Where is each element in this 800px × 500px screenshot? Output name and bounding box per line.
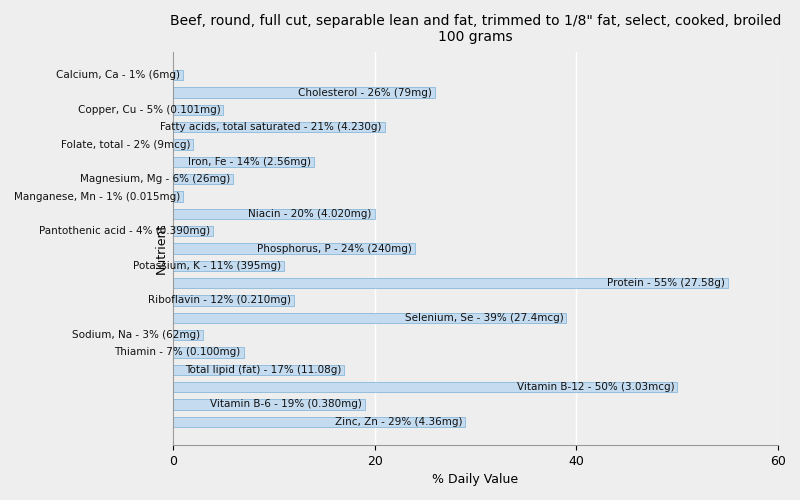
Text: Pantothenic acid - 4% (0.390mg): Pantothenic acid - 4% (0.390mg) <box>39 226 210 236</box>
Text: Sodium, Na - 3% (62mg): Sodium, Na - 3% (62mg) <box>72 330 200 340</box>
X-axis label: % Daily Value: % Daily Value <box>433 473 518 486</box>
Text: Selenium, Se - 39% (27.4mcg): Selenium, Se - 39% (27.4mcg) <box>405 313 563 323</box>
Bar <box>173 296 294 306</box>
Text: Niacin - 20% (4.020mg): Niacin - 20% (4.020mg) <box>248 209 372 219</box>
Text: Cholesterol - 26% (79mg): Cholesterol - 26% (79mg) <box>298 88 432 98</box>
Bar <box>173 364 344 375</box>
Bar <box>173 260 284 271</box>
Text: Thiamin - 7% (0.100mg): Thiamin - 7% (0.100mg) <box>114 348 241 358</box>
Text: Fatty acids, total saturated - 21% (4.230g): Fatty acids, total saturated - 21% (4.23… <box>160 122 382 132</box>
Bar <box>173 226 214 236</box>
Bar <box>173 104 223 115</box>
Text: Zinc, Zn - 29% (4.36mg): Zinc, Zn - 29% (4.36mg) <box>335 417 462 427</box>
Text: Total lipid (fat) - 17% (11.08g): Total lipid (fat) - 17% (11.08g) <box>185 365 342 375</box>
Bar <box>173 70 183 80</box>
Bar <box>173 208 374 219</box>
Bar <box>173 140 193 150</box>
Bar <box>173 382 678 392</box>
Bar <box>173 312 566 323</box>
Bar <box>173 122 385 132</box>
Bar <box>173 244 415 254</box>
Text: Calcium, Ca - 1% (6mg): Calcium, Ca - 1% (6mg) <box>56 70 180 80</box>
Bar <box>173 348 243 358</box>
Text: Manganese, Mn - 1% (0.015mg): Manganese, Mn - 1% (0.015mg) <box>14 192 180 202</box>
Bar <box>173 400 365 409</box>
Bar <box>173 174 234 184</box>
Text: Riboflavin - 12% (0.210mg): Riboflavin - 12% (0.210mg) <box>148 296 291 306</box>
Text: Folate, total - 2% (9mcg): Folate, total - 2% (9mcg) <box>61 140 190 149</box>
Y-axis label: Nutrient: Nutrient <box>154 223 167 274</box>
Bar <box>173 156 314 167</box>
Bar <box>173 278 728 288</box>
Title: Beef, round, full cut, separable lean and fat, trimmed to 1/8" fat, select, cook: Beef, round, full cut, separable lean an… <box>170 14 782 44</box>
Text: Vitamin B-12 - 50% (3.03mcg): Vitamin B-12 - 50% (3.03mcg) <box>517 382 674 392</box>
Text: Phosphorus, P - 24% (240mg): Phosphorus, P - 24% (240mg) <box>257 244 412 254</box>
Bar <box>173 192 183 202</box>
Bar <box>173 416 466 427</box>
Bar <box>173 330 203 340</box>
Text: Potassium, K - 11% (395mg): Potassium, K - 11% (395mg) <box>133 261 281 271</box>
Bar <box>173 88 435 98</box>
Text: Magnesium, Mg - 6% (26mg): Magnesium, Mg - 6% (26mg) <box>80 174 230 184</box>
Text: Iron, Fe - 14% (2.56mg): Iron, Fe - 14% (2.56mg) <box>188 157 311 167</box>
Text: Vitamin B-6 - 19% (0.380mg): Vitamin B-6 - 19% (0.380mg) <box>210 400 362 409</box>
Text: Copper, Cu - 5% (0.101mg): Copper, Cu - 5% (0.101mg) <box>78 105 220 115</box>
Text: Protein - 55% (27.58g): Protein - 55% (27.58g) <box>607 278 725 288</box>
